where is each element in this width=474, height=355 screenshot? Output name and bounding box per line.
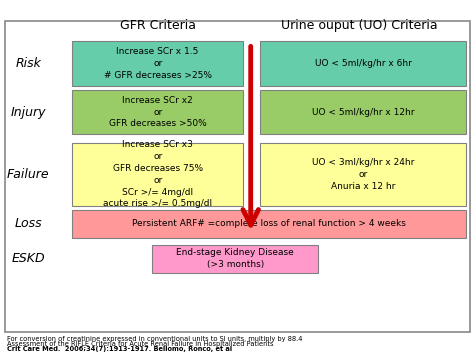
Text: Assessment of the: Assessment of the <box>0 354 1 355</box>
Text: Risk: Risk <box>16 57 41 70</box>
Text: For conversion of creatinine expressed in conventional units to SI units, multip: For conversion of creatinine expressed i… <box>7 336 303 342</box>
Text: Failure: Failure <box>7 168 50 181</box>
FancyBboxPatch shape <box>260 143 466 206</box>
FancyBboxPatch shape <box>260 41 466 86</box>
FancyBboxPatch shape <box>72 41 243 86</box>
FancyBboxPatch shape <box>72 90 243 134</box>
Text: UO < 3ml/kg/hr x 24hr
or
Anuria x 12 hr: UO < 3ml/kg/hr x 24hr or Anuria x 12 hr <box>312 158 414 191</box>
Text: UO < 5ml/kg/hr x 6hr: UO < 5ml/kg/hr x 6hr <box>315 59 412 68</box>
FancyBboxPatch shape <box>260 90 466 134</box>
FancyBboxPatch shape <box>72 143 243 206</box>
Text: Persistent ARF# =complete loss of renal function > 4 weeks: Persistent ARF# =complete loss of renal … <box>132 219 406 228</box>
FancyBboxPatch shape <box>72 210 466 237</box>
FancyBboxPatch shape <box>5 21 470 332</box>
Text: Increase SCr x3
or
GFR decreases 75%
or
SCr >/= 4mg/dl
acute rise >/= 0.5mg/dl: Increase SCr x3 or GFR decreases 75% or … <box>103 141 212 208</box>
Text: Increase SCr x 1.5
or
# GFR decreases >25%: Increase SCr x 1.5 or # GFR decreases >2… <box>104 48 211 80</box>
Text: GFR Criteria: GFR Criteria <box>119 20 196 33</box>
Text: ESKD: ESKD <box>11 252 45 265</box>
Text: Loss: Loss <box>15 217 42 230</box>
Text: Assessment of the RIFLE Criteria for Acute Renal Failure in Hospitalized Patient: Assessment of the RIFLE Criteria for Acu… <box>7 341 273 347</box>
Text: UO < 5ml/kg/hr x 12hr: UO < 5ml/kg/hr x 12hr <box>312 108 415 116</box>
FancyBboxPatch shape <box>152 245 319 273</box>
Text: Crit Care Med.  2006;34(7):1913-1917. Bellomo, Ronco, et al: Crit Care Med. 2006;34(7):1913-1917. Bel… <box>7 346 232 352</box>
Text: Injury: Injury <box>10 105 46 119</box>
Text: End-stage Kidney Disease
(>3 months): End-stage Kidney Disease (>3 months) <box>176 248 294 269</box>
Text: Increase SCr x2
or
GFR decreases >50%: Increase SCr x2 or GFR decreases >50% <box>109 96 207 129</box>
Text: Urine ouput (UO) Criteria: Urine ouput (UO) Criteria <box>282 20 438 33</box>
